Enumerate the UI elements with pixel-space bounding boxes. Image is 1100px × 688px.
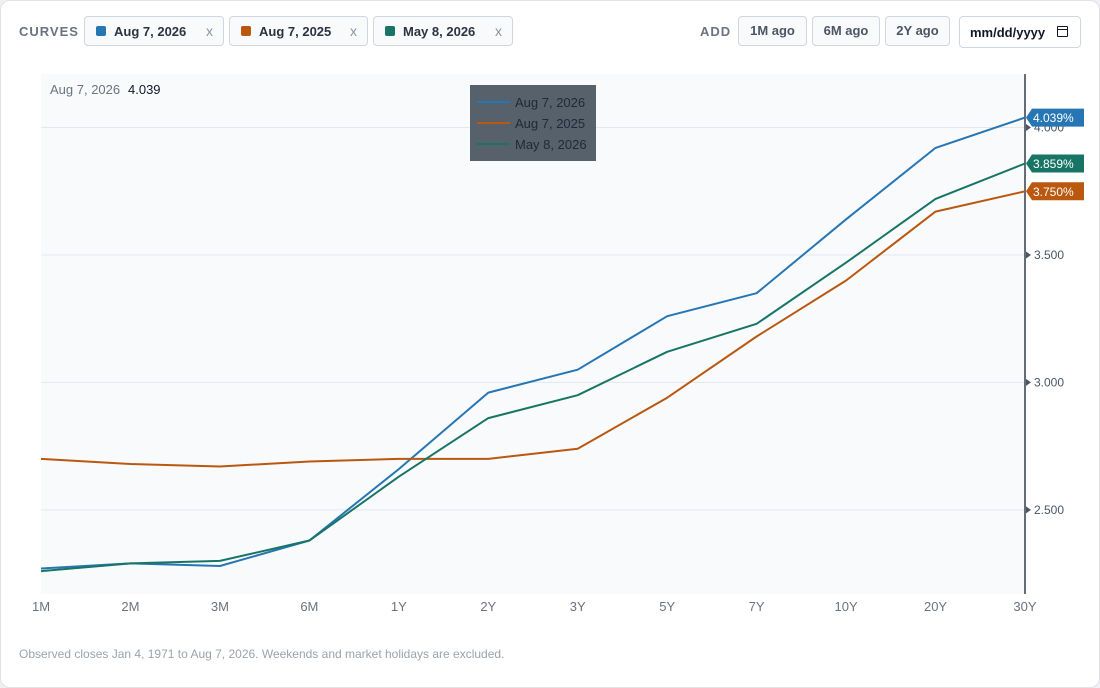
add-1m-ago-button[interactable]: 1M ago [738, 16, 807, 46]
chip-swatch [385, 26, 395, 36]
x-tick-label: 2Y [480, 599, 496, 614]
x-tick-label: 30Y [1013, 599, 1036, 614]
x-tick-label: 7Y [749, 599, 765, 614]
date-placeholder: mm/dd/yyyy [970, 25, 1046, 40]
series-line [40, 116, 1026, 570]
end-value-badge [1026, 154, 1084, 173]
chip-swatch [96, 26, 106, 36]
y-tick-mark [1026, 378, 1031, 386]
footnote: Observed closes Jan 4, 1971 to Aug 7, 20… [19, 647, 505, 661]
curve-chip-2[interactable]: Aug 7, 2025 x [229, 16, 368, 46]
legend-entry: May 8, 2026 [515, 137, 587, 152]
x-tick-label: 5Y [659, 599, 675, 614]
x-tick-label: 6M [300, 599, 318, 614]
end-value-label: 3.859% [1033, 157, 1074, 171]
end-value-badge [1026, 108, 1084, 127]
x-tick-label: 3Y [570, 599, 586, 614]
add-label: ADD [700, 24, 732, 39]
y-tick-label: 2.500 [1034, 503, 1064, 517]
chip-label: Aug 7, 2026 [114, 23, 187, 39]
add-6m-ago-button[interactable]: 6M ago [812, 16, 880, 46]
add-2y-ago-button[interactable]: 2Y ago [885, 16, 950, 46]
hover-value: 4.039 [128, 82, 161, 97]
close-icon[interactable]: x [495, 23, 502, 39]
end-value-badge [1026, 182, 1084, 201]
y-tick-label: 3.500 [1034, 248, 1064, 262]
series-line [40, 190, 1026, 468]
curve-chip-3[interactable]: May 8, 2026 x [373, 16, 513, 46]
y-tick-mark [1026, 506, 1031, 514]
hover-date: Aug 7, 2026 [50, 82, 120, 97]
x-tick-label: 1M [32, 599, 50, 614]
x-tick-label: 1Y [391, 599, 407, 614]
x-tick-label: 3M [211, 599, 229, 614]
y-tick-mark [1026, 251, 1031, 259]
series-line [40, 162, 1026, 573]
y-tick-label: 3.000 [1034, 375, 1064, 389]
x-tick-label: 20Y [924, 599, 947, 614]
legend-entry: Aug 7, 2025 [515, 116, 585, 131]
curve-chip-1[interactable]: Aug 7, 2026 x [84, 16, 224, 46]
y-tick-mark [1026, 124, 1031, 132]
toolbar: CURVES Aug 7, 2026 x Aug 7, 2025 x May 8… [0, 16, 1100, 48]
x-tick-label: 10Y [835, 599, 858, 614]
x-tick-label: 2M [121, 599, 139, 614]
curves-label: CURVES [19, 24, 79, 39]
chip-swatch [241, 26, 251, 36]
calendar-icon[interactable] [1057, 26, 1068, 37]
close-icon[interactable]: x [350, 23, 357, 39]
end-value-label: 4.039% [1033, 111, 1074, 125]
legend-entry: Aug 7, 2026 [515, 95, 585, 110]
chip-label: May 8, 2026 [403, 23, 476, 39]
date-input[interactable]: mm/dd/yyyy [959, 16, 1081, 48]
close-icon[interactable]: x [206, 23, 213, 39]
chip-label: Aug 7, 2025 [259, 23, 332, 39]
end-value-label: 3.750% [1033, 185, 1074, 199]
